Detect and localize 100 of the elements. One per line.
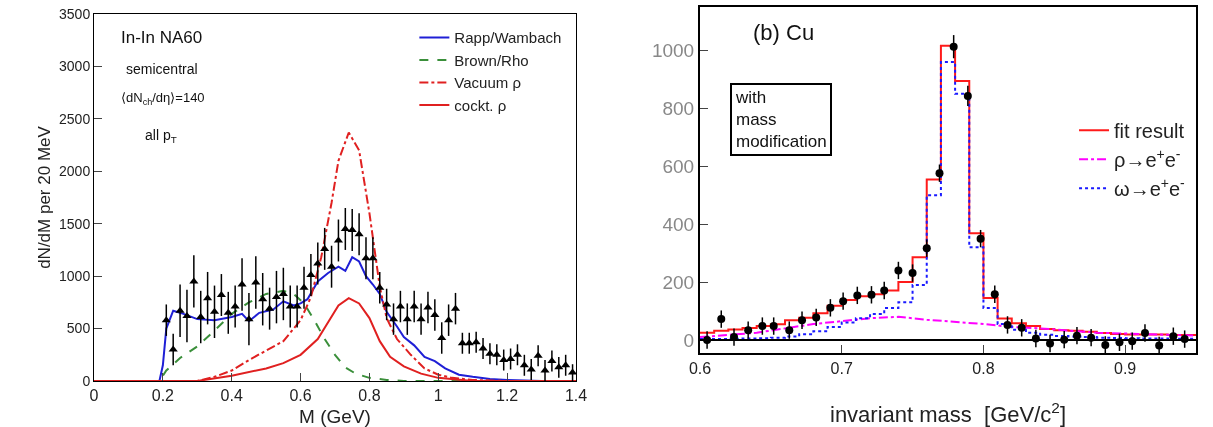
point — [347, 226, 357, 233]
legend-label: Brown/Rho — [454, 51, 529, 69]
point — [423, 303, 433, 310]
point — [533, 351, 543, 358]
point — [409, 302, 419, 309]
point — [567, 368, 576, 375]
point — [492, 350, 502, 357]
x-tick-label: 0.8 — [358, 387, 381, 405]
legend-label: ρ→e$^{+}$e$^{-}$ — [1114, 145, 1181, 172]
point — [430, 310, 440, 317]
x-tick-label: 1.4 — [564, 387, 588, 405]
point — [990, 290, 999, 299]
point — [853, 291, 862, 300]
point — [292, 302, 302, 309]
y-tick-label: 500 — [66, 320, 91, 337]
point — [1003, 320, 1012, 329]
point — [285, 302, 295, 309]
point — [949, 42, 958, 51]
point — [313, 259, 323, 266]
annotation: (b) Cu — [753, 20, 815, 45]
point — [1155, 341, 1164, 350]
y-tick-label: 0 — [82, 372, 91, 389]
point — [402, 315, 412, 322]
point — [922, 244, 931, 253]
legend-label: Vacuum ρ — [454, 74, 521, 92]
y-axis-title: dN/dM per 20 MeV — [35, 125, 54, 269]
point — [340, 224, 350, 231]
y-tick-label: 3500 — [59, 5, 91, 22]
annotation: In-In NA60 — [121, 28, 203, 47]
annotation: ⟨dN$_{ch}$/dη⟩=140 — [121, 90, 205, 107]
point — [1140, 329, 1149, 338]
legend-label: ω→e$^{+}$e$^{-}$ — [1114, 174, 1186, 201]
x-axis-title: invariant mass [GeV/c$^{2}$] — [830, 398, 1066, 427]
y-tick-label: 1000 — [59, 268, 91, 285]
point — [717, 315, 726, 324]
x-tick-label: 0.9 — [1114, 360, 1137, 378]
point — [299, 283, 309, 290]
y-tick-label: 2500 — [59, 110, 91, 127]
point — [278, 289, 288, 296]
point — [976, 234, 985, 243]
legend-label: Rapp/Wambach — [454, 29, 562, 47]
point — [1017, 323, 1026, 332]
y-tick-label: 3000 — [59, 58, 91, 75]
point — [547, 357, 557, 364]
y-tick-label: 600 — [662, 155, 695, 177]
x-tick-label: 0.6 — [289, 387, 312, 405]
y-tick-label: 2000 — [59, 163, 91, 180]
point — [182, 311, 192, 318]
point — [306, 271, 316, 278]
point — [499, 356, 509, 363]
point — [839, 297, 848, 306]
x-tick-label: 0.2 — [151, 387, 175, 405]
point — [935, 169, 944, 178]
point — [826, 303, 835, 312]
x-tick-label: 0.6 — [688, 360, 712, 378]
point — [1072, 331, 1081, 340]
legend-label: fit result — [1114, 120, 1185, 143]
point — [223, 308, 233, 315]
point — [908, 269, 917, 278]
point — [375, 283, 385, 290]
x-axis-title: M (GeV) — [299, 406, 371, 427]
y-tick-label: 0 — [683, 329, 695, 351]
point — [963, 91, 972, 100]
point — [812, 313, 821, 322]
point — [744, 326, 753, 335]
point — [867, 290, 876, 299]
point — [519, 361, 529, 368]
point — [540, 366, 550, 373]
point — [416, 315, 426, 322]
x-tick-label: 0.8 — [972, 360, 995, 378]
point — [244, 315, 254, 322]
y-tick-label: 1000 — [651, 40, 695, 62]
y-tick-label: 800 — [662, 97, 695, 119]
x-tick-label: 1.2 — [496, 387, 519, 405]
point — [894, 266, 903, 275]
point — [258, 295, 268, 302]
point — [758, 322, 767, 331]
y-tick-label: 400 — [662, 213, 695, 235]
point — [175, 306, 185, 313]
point — [168, 345, 178, 352]
point — [237, 280, 247, 287]
point — [230, 302, 240, 309]
annotation: all p$_{T}$ — [145, 127, 177, 145]
y-tick-label: 200 — [662, 271, 695, 293]
annotation: with mass modification — [735, 88, 827, 152]
point — [798, 316, 807, 325]
point — [769, 322, 778, 331]
point — [561, 361, 571, 368]
point — [1101, 340, 1110, 349]
annotation: semicentral — [126, 61, 198, 77]
y-tick-label: 1500 — [59, 215, 91, 232]
legend-label: cockt. ρ — [454, 96, 507, 114]
x-tick-label: 0.4 — [220, 387, 243, 405]
x-tick-label: 0.7 — [830, 360, 853, 378]
point — [785, 326, 794, 335]
point — [485, 349, 495, 356]
x-tick-label: 1 — [433, 387, 443, 405]
point — [880, 286, 889, 295]
point — [161, 316, 171, 323]
point — [437, 334, 447, 341]
